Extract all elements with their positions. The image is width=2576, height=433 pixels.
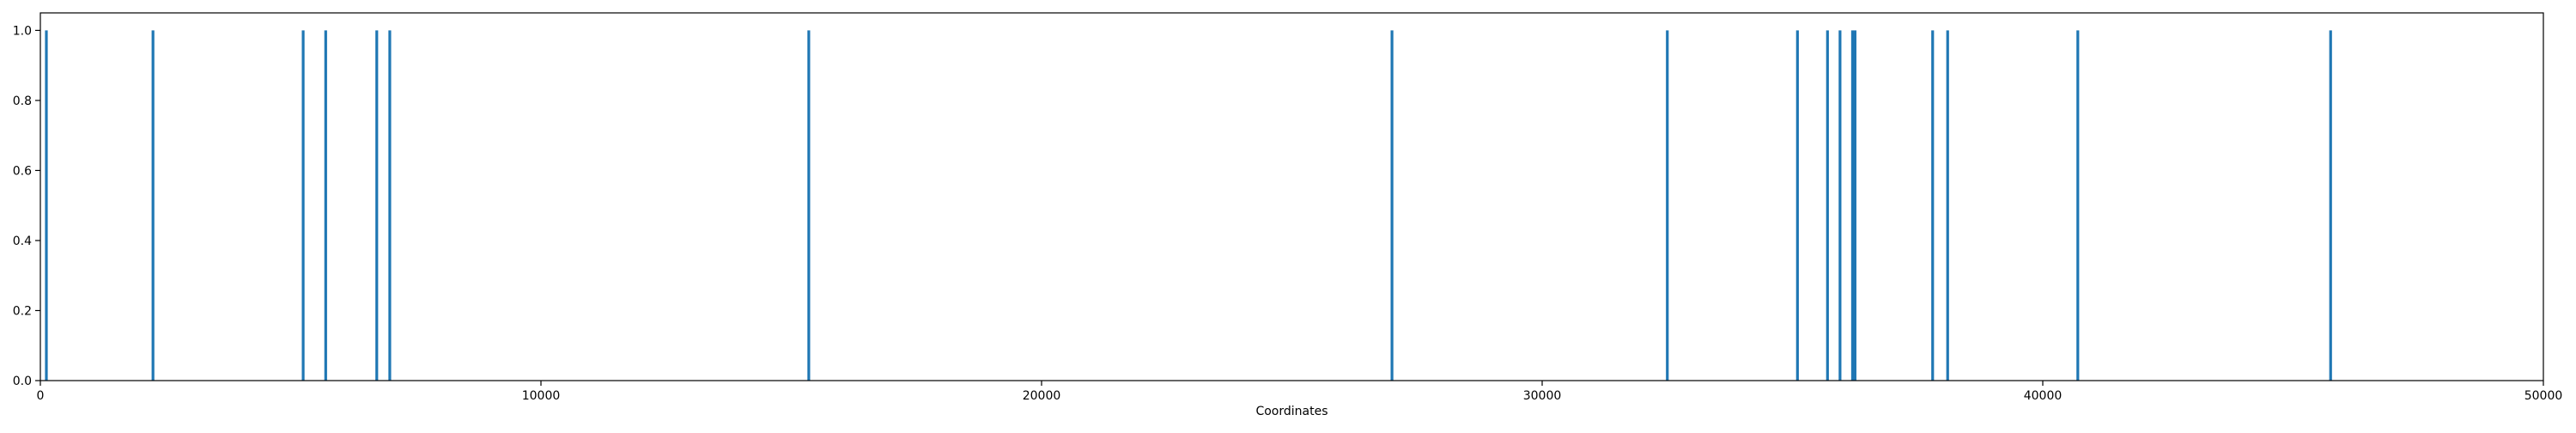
bar — [375, 30, 379, 381]
bar — [2329, 30, 2332, 381]
y-tick-label: 0.6 — [13, 164, 32, 178]
y-tick-label: 0.8 — [13, 95, 32, 108]
bar — [1826, 30, 1829, 381]
bar — [301, 30, 305, 381]
bar — [1838, 30, 1842, 381]
axes-layer: 0 10000 20000 30000 40000 50000 0.0 0.2 0.4 0.6 0.… — [13, 12, 2563, 403]
bars-layer — [45, 30, 2332, 381]
bar — [2076, 30, 2080, 381]
bar — [1931, 30, 1935, 381]
x-tick-label: 30000 — [1523, 389, 1562, 403]
y-tick-label: 0.4 — [13, 235, 32, 248]
x-tick-label: 0 — [37, 389, 45, 403]
x-axis-label: Coordinates — [1255, 405, 1327, 418]
y-tick-label: 0.0 — [13, 375, 32, 388]
x-tick-label: 40000 — [2024, 389, 2063, 403]
plot-frame — [39, 12, 2544, 381]
bar — [1850, 30, 1855, 381]
x-tick-label: 10000 — [522, 389, 561, 403]
bar — [151, 30, 155, 381]
bar — [1795, 30, 1799, 381]
y-tick-label: 1.0 — [13, 24, 32, 38]
bar — [1853, 30, 1856, 381]
bar — [45, 30, 48, 381]
bar — [807, 30, 811, 381]
bar — [324, 30, 327, 381]
bar — [1946, 30, 1949, 381]
bar — [388, 30, 392, 381]
x-tick-label: 20000 — [1023, 389, 1061, 403]
bar — [1390, 30, 1394, 381]
x-tick-label: 50000 — [2524, 389, 2563, 403]
bar — [1666, 30, 1669, 381]
y-tick-label: 0.2 — [13, 304, 32, 318]
